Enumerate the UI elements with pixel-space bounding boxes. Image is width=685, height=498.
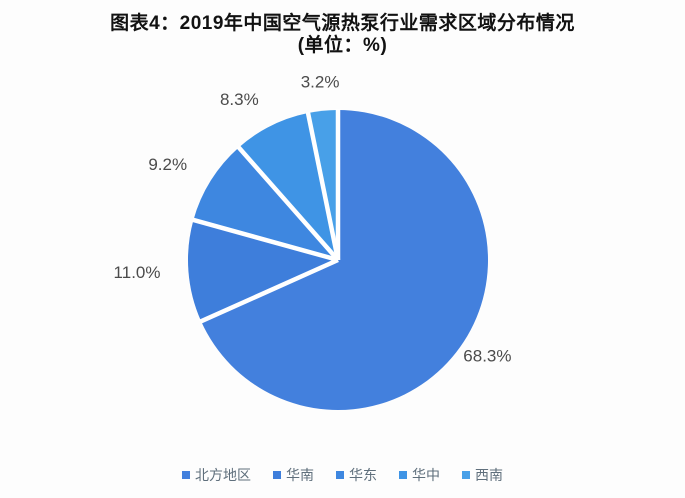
legend-label: 华东: [349, 467, 377, 483]
slice-value-label-4: 3.2%: [301, 72, 340, 91]
legend-swatch-icon: [336, 471, 344, 479]
slice-value-label-1: 11.0%: [114, 263, 161, 282]
legend-label: 北方地区: [195, 467, 251, 483]
slice-divider: [236, 145, 340, 262]
slice-divider: [191, 217, 339, 263]
legend-swatch-icon: [399, 471, 407, 479]
chart-legend: 北方地区 华南 华东 华中 西南: [0, 465, 685, 485]
legend-label: 华南: [286, 467, 314, 483]
legend-swatch-icon: [273, 471, 281, 479]
pie-slice-1: [187, 219, 338, 322]
legend-item-3: 华中: [399, 465, 440, 485]
legend-item-0: 北方地区: [182, 465, 251, 485]
pie-slice-2: [193, 147, 338, 260]
legend-item-2: 华东: [336, 465, 377, 485]
legend-label: 华中: [412, 467, 440, 483]
legend-swatch-icon: [182, 471, 190, 479]
legend-swatch-icon: [462, 471, 470, 479]
legend-label: 西南: [475, 467, 503, 483]
pie-slice-3: [238, 113, 338, 261]
pie-slice-0: [201, 110, 489, 411]
slice-divider: [199, 257, 339, 324]
legend-item-4: 西南: [462, 465, 503, 485]
chart-title-line2: (单位：%): [297, 35, 388, 57]
legend-item-1: 华南: [273, 465, 314, 485]
slice-divider: [305, 111, 341, 261]
slice-value-label-2: 9.2%: [148, 155, 187, 174]
slice-value-label-3: 8.3%: [220, 90, 259, 109]
chart-title-line1: 图表4：2019年中国空气源热泵行业需求区域分布情况: [110, 13, 575, 34]
slice-value-label-0: 68.3%: [463, 346, 511, 365]
chart-title: 图表4：2019年中国空气源热泵行业需求区域分布情况 (单位：%): [0, 13, 685, 58]
